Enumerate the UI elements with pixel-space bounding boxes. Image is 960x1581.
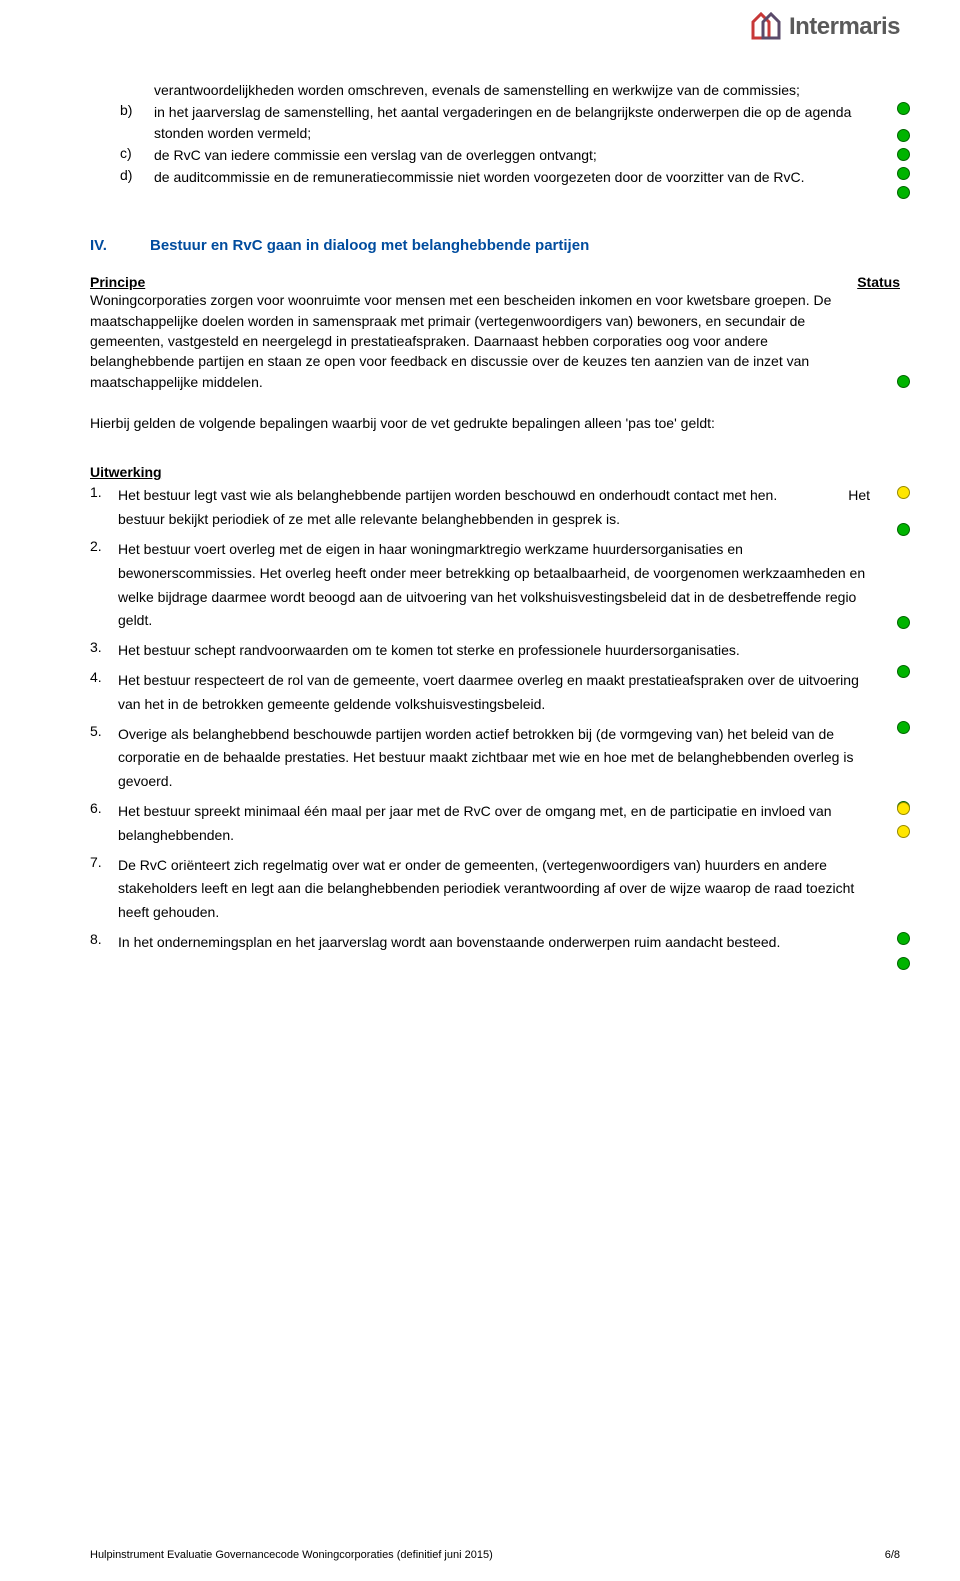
status-dot — [897, 129, 910, 142]
intro-continuation: verantwoordelijkheden worden omschreven,… — [120, 80, 900, 100]
list-text: de auditcommissie en de remuneratiecommi… — [154, 167, 900, 187]
uitwerking-number: 8. — [90, 931, 118, 947]
uitwerking-text: Overige als belanghebbend beschouwde par… — [118, 723, 900, 794]
uitwerking-number: 3. — [90, 639, 118, 655]
uitwerking-list: 1.Het bestuur legt vast wie als belanghe… — [90, 484, 900, 954]
uitwerking-text: Het bestuur voert overleg met de eigen i… — [118, 538, 900, 633]
section-title: Bestuur en RvC gaan in dialoog met belan… — [150, 237, 589, 254]
status-dots — [897, 167, 910, 199]
intro-text: verantwoordelijkheden worden omschreven,… — [154, 80, 900, 100]
status-dot — [897, 802, 910, 815]
company-logo: Intermaris — [749, 12, 900, 42]
status-dot — [897, 523, 910, 536]
list-marker: d) — [120, 167, 154, 183]
footer-left: Hulpinstrument Evaluatie Governancecode … — [90, 1549, 493, 1561]
uitwerking-label: Uitwerking — [90, 464, 900, 480]
uitwerking-item: 8.In het ondernemingsplan en het jaarver… — [90, 931, 900, 955]
uitwerking-text: Het bestuur schept randvoorwaarden om te… — [118, 639, 900, 663]
status-dot — [897, 148, 910, 161]
top-list-item: c)de RvC van iedere commissie een versla… — [120, 145, 900, 165]
uitwerking-text: Het bestuur legt vast wie als belanghebb… — [118, 484, 900, 532]
uitwerking-text: Het bestuur respecteert de rol van de ge… — [118, 669, 900, 717]
status-label: Status — [857, 274, 900, 290]
status-dots — [897, 129, 910, 161]
uitwerking-number: 5. — [90, 723, 118, 739]
status-dots — [897, 486, 910, 536]
logo-text: Intermaris — [789, 13, 900, 41]
status-dot — [897, 825, 910, 838]
top-content-block: verantwoordelijkheden worden omschreven,… — [90, 80, 900, 187]
page-footer: Hulpinstrument Evaluatie Governancecode … — [90, 1549, 900, 1561]
logo-icon — [749, 12, 783, 42]
status-dot — [897, 102, 910, 115]
status-dot — [897, 167, 910, 180]
status-dot — [897, 186, 910, 199]
uitwerking-text: In het ondernemingsplan en het jaarversl… — [118, 931, 900, 955]
status-dot — [897, 375, 910, 388]
uitwerking-item: 3.Het bestuur schept randvoorwaarden om … — [90, 639, 900, 663]
section-iv-heading: IV. Bestuur en RvC gaan in dialoog met b… — [90, 237, 900, 254]
top-list-item: d)de auditcommissie en de remuneratiecom… — [120, 167, 900, 187]
principe-label: Principe — [90, 274, 145, 290]
list-marker: c) — [120, 145, 154, 161]
uitwerking-item: 4.Het bestuur respecteert de rol van de … — [90, 669, 900, 717]
list-marker: b) — [120, 102, 154, 118]
geldt-text: Hierbij gelden de volgende bepalingen wa… — [90, 412, 900, 434]
status-dots — [897, 102, 910, 115]
uitwerking-item: 5.Overige als belanghebbend beschouwde p… — [90, 723, 900, 794]
status-dot — [897, 957, 910, 970]
footer-right: 6/8 — [885, 1549, 900, 1561]
uitwerking-item: 1.Het bestuur legt vast wie als belanghe… — [90, 484, 900, 532]
uitwerking-text: Het bestuur spreekt minimaal één maal pe… — [118, 800, 900, 848]
status-dots — [897, 957, 910, 970]
uitwerking-number: 4. — [90, 669, 118, 685]
uitwerking-item: 7.De RvC oriënteert zich regelmatig over… — [90, 854, 900, 925]
status-dot — [897, 486, 910, 499]
principe-text-block: Woningcorporaties zorgen voor woonruimte… — [90, 290, 900, 391]
uitwerking-number: 2. — [90, 538, 118, 554]
list-text: in het jaarverslag de samenstelling, het… — [154, 102, 900, 143]
list-text: de RvC van iedere commissie een verslag … — [154, 145, 900, 165]
section-roman: IV. — [90, 237, 150, 254]
uitwerking-text: De RvC oriënteert zich regelmatig over w… — [118, 854, 900, 925]
status-dots — [897, 616, 910, 629]
status-dot — [897, 616, 910, 629]
top-list-item: b)in het jaarverslag de samenstelling, h… — [120, 102, 900, 143]
uitwerking-item: 2.Het bestuur voert overleg met de eigen… — [90, 538, 900, 633]
uitwerking-item: 6.Het bestuur spreekt minimaal één maal … — [90, 800, 900, 848]
uitwerking-number: 1. — [90, 484, 118, 500]
uitwerking-number: 7. — [90, 854, 118, 870]
principe-body: Woningcorporaties zorgen voor woonruimte… — [90, 292, 831, 389]
uitwerking-number: 6. — [90, 800, 118, 816]
status-dots — [897, 802, 910, 838]
